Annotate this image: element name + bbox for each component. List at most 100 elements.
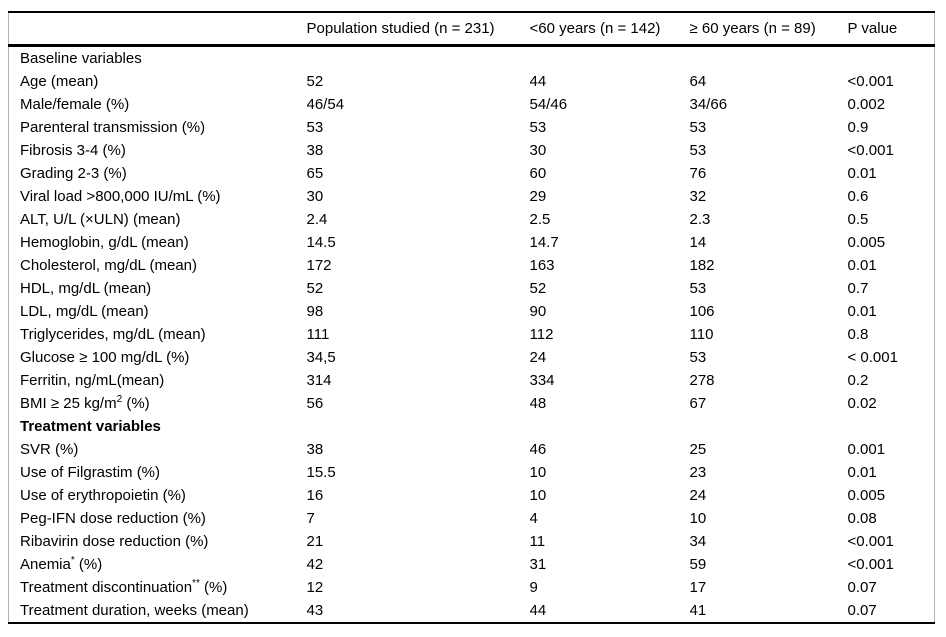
table-row: Ferritin, ng/mL(mean) 314 334 278 0.2 [9, 369, 935, 392]
cell-value: 53 [689, 142, 707, 159]
table-row: Treatment duration, weeks (mean) 43 44 41 0.… [9, 599, 935, 623]
cell-value: 11 [529, 533, 546, 550]
study-table: Population studied (n = 231) <60 years (… [8, 11, 935, 624]
row-label: Age (mean) [20, 73, 99, 90]
cell-value: 0.07 [847, 602, 877, 619]
cell-value: 0.01 [847, 165, 877, 182]
cell-value: 54/46 [529, 96, 568, 113]
row-label: Treatment duration, weeks (mean) [20, 602, 249, 619]
row-label: Viral load >800,000 IU/mL (%) [20, 188, 221, 205]
cell-value: 0.002 [847, 96, 886, 113]
cell-value [848, 46, 935, 71]
cell-value: 38 [306, 142, 324, 159]
table-row: Triglycerides, mg/dL (mean) 111 112 110 0.8 [9, 323, 935, 346]
table-header: Population studied (n = 231) <60 years (… [8, 12, 935, 47]
row-label: Anemia* (%) [20, 555, 103, 574]
cell-value: 21 [306, 533, 324, 550]
row-label: Cholesterol, mg/dL (mean) [20, 257, 198, 274]
cell-value: 29 [529, 188, 547, 205]
cell-value: 48 [529, 395, 547, 412]
cell-value: 53 [529, 119, 547, 136]
cell-value: 34/66 [689, 96, 728, 113]
cell-value: <0.001 [847, 142, 894, 159]
cell-value: 112 [529, 326, 554, 343]
cell-value: 41 [689, 602, 707, 619]
cell-value: 2.5 [529, 211, 551, 228]
footnote-marker: 2 [116, 394, 123, 405]
cell-value: 65 [306, 165, 324, 182]
cell-value: 0.01 [847, 257, 877, 274]
cell-value: 44 [529, 73, 547, 90]
cell-value: 56 [306, 395, 324, 412]
footnote-marker: ** [192, 578, 200, 589]
cell-value: 30 [529, 142, 547, 159]
cell-value: 38 [306, 441, 324, 458]
cell-value: 34,5 [306, 349, 336, 366]
cell-value: 53 [689, 280, 707, 297]
row-label: ALT, U/L (×ULN) (mean) [20, 211, 181, 228]
table-row: Viral load >800,000 IU/mL (%) 30 29 32 0.6 [9, 185, 935, 208]
cell-value: 14.7 [529, 234, 559, 251]
cell-value: 98 [306, 303, 324, 320]
cell-value: <0.001 [847, 73, 894, 90]
row-label: Treatment variables [20, 418, 161, 435]
cell-value: 64 [689, 73, 707, 90]
cell-value: 0.01 [847, 303, 877, 320]
cell-value: 42 [306, 556, 324, 573]
cell-value: 172 [306, 257, 332, 274]
cell-value: 2.3 [689, 211, 711, 228]
table-row: BMI ≥ 25 kg/m2 (%) 56 48 67 0.02 [9, 392, 935, 415]
section-row: Treatment variables [9, 415, 935, 438]
cell-value: 0.001 [847, 441, 886, 458]
table-row: Age (mean) 52 44 64 <0.001 [9, 70, 935, 93]
row-label: Peg-IFN dose reduction (%) [20, 510, 206, 527]
table-row: Parenteral transmission (%) 53 53 53 0.9 [9, 116, 935, 139]
cell-value: 24 [529, 349, 547, 366]
cell-value: 0.9 [847, 119, 869, 136]
cell-value: 53 [689, 349, 707, 366]
table-row: Use of erythropoietin (%) 16 10 24 0.005 [9, 484, 935, 507]
cell-value: 53 [689, 119, 707, 136]
cell-value: 0.2 [847, 372, 869, 389]
row-label: Use of Filgrastim (%) [20, 464, 161, 481]
cell-value: 67 [689, 395, 707, 412]
row-label: Use of erythropoietin (%) [20, 487, 186, 504]
cell-value: 76 [689, 165, 707, 182]
cell-value: <0.001 [847, 556, 894, 573]
row-label: Ribavirin dose reduction (%) [20, 533, 209, 550]
table-row: SVR (%) 38 46 25 0.001 [9, 438, 935, 461]
table-row: Peg-IFN dose reduction (%) 7 4 10 0.08 [9, 507, 935, 530]
cell-value: 334 [529, 372, 555, 389]
cell-value: 31 [529, 556, 547, 573]
row-label: Ferritin, ng/mL(mean) [20, 372, 165, 389]
row-label: Hemoglobin, g/dL (mean) [20, 234, 189, 251]
cell-value: 53 [306, 119, 324, 136]
table-row: HDL, mg/dL (mean) 52 52 53 0.7 [9, 277, 935, 300]
cell-value: 10 [689, 510, 707, 527]
cell-value: 44 [529, 602, 547, 619]
cell-value: 0.7 [847, 280, 869, 297]
header-row: Population studied (n = 231) <60 years (… [8, 12, 935, 47]
header-variable-column [8, 12, 307, 47]
header-population-studied: Population studied (n = 231) [306, 12, 530, 47]
cell-value: 182 [689, 257, 715, 274]
row-label: Male/female (%) [20, 96, 130, 113]
cell-value: < 0.001 [847, 349, 898, 366]
table-row: Cholesterol, mg/dL (mean) 172 163 182 0.01 [9, 254, 935, 277]
table-row: Glucose ≥ 100 mg/dL (%) 34,5 24 53 < 0.001 [9, 346, 935, 369]
cell-value: 14.5 [306, 234, 336, 251]
row-label: Grading 2-3 (%) [20, 165, 127, 182]
cell-value: 60 [529, 165, 547, 182]
cell-value: 46 [529, 441, 547, 458]
row-label: SVR (%) [20, 441, 79, 458]
row-label: Glucose ≥ 100 mg/dL (%) [20, 349, 190, 366]
cell-value: 7 [306, 510, 315, 527]
cell-value: 15.5 [306, 464, 336, 481]
cell-value: 90 [529, 303, 547, 320]
cell-value: 32 [689, 188, 707, 205]
cell-value: 110 [689, 326, 714, 343]
table-row: Fibrosis 3-4 (%) 38 30 53 <0.001 [9, 139, 935, 162]
cell-value: 52 [306, 280, 324, 297]
cell-value: 46/54 [306, 96, 345, 113]
table-row: Hemoglobin, g/dL (mean) 14.5 14.7 14 0.005 [9, 231, 935, 254]
